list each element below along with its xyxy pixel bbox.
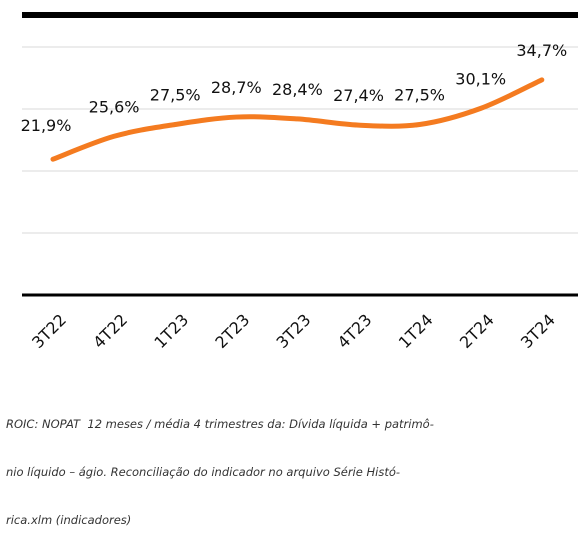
data-label: 27,4% <box>333 86 384 105</box>
data-label: 27,5% <box>150 86 201 105</box>
x-tick-label: 2T23 <box>211 310 253 352</box>
x-tick-label: 3T23 <box>273 310 315 352</box>
x-tick-label: 4T22 <box>89 310 131 352</box>
top-border <box>22 12 578 18</box>
data-label: 28,7% <box>211 78 262 97</box>
data-label: 27,5% <box>394 86 445 105</box>
x-tick-label: 2T24 <box>456 310 498 352</box>
footnote: ROIC: NOPAT 12 meses / média 4 trimestre… <box>6 384 576 544</box>
x-tick-label: 1T24 <box>395 310 437 352</box>
line <box>50 77 545 162</box>
footnote-line: ROIC: NOPAT 12 meses / média 4 trimestre… <box>6 417 434 431</box>
x-tick-label: 3T22 <box>28 310 70 352</box>
footnote-line: nio líquido – ágio. Reconciliação do ind… <box>6 465 401 479</box>
footnote-line: rica.xlm (indicadores) <box>6 513 132 527</box>
chart: 3T22 4T22 1T23 2T23 3T23 4T23 1T24 2T24 3T24 21,9… <box>21 12 578 352</box>
data-label: 30,1% <box>455 69 506 88</box>
data-label: 34,7% <box>516 41 567 60</box>
page: 3T22 4T22 1T23 2T23 3T23 4T23 1T24 2T24 3T24 21,9… <box>6 12 578 527</box>
data-label: 28,4% <box>272 80 323 99</box>
data-label: 21,9% <box>21 116 72 135</box>
x-tick-label: 1T23 <box>150 310 192 352</box>
data-label: 25,6% <box>89 97 140 116</box>
x-tick-label: 4T23 <box>334 310 376 352</box>
x-tick-label: 3T24 <box>517 310 559 352</box>
